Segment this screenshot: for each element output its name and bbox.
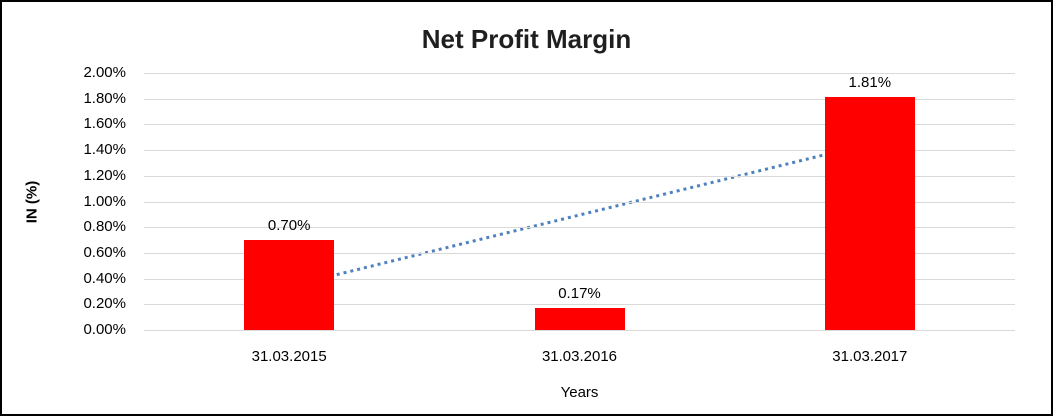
y-tick-label: 0.20% — [83, 295, 126, 313]
y-tick-label: 2.00% — [83, 64, 126, 81]
gridline — [144, 304, 1015, 306]
x-category-label: 31.03.2015 — [251, 348, 327, 365]
y-tick-label: 0.40% — [83, 269, 126, 287]
bar-31.03.2015 — [244, 240, 335, 330]
x-axis-title: Years — [560, 384, 599, 401]
gridline — [144, 150, 1015, 152]
y-tick-label: 0.80% — [83, 218, 126, 236]
x-category-label: 31.03.2017 — [832, 348, 908, 365]
gridline — [144, 175, 1015, 177]
y-tick-label: 1.80% — [83, 89, 126, 107]
gridline — [144, 227, 1015, 229]
gridline — [144, 124, 1015, 126]
y-tick-label: 0.60% — [83, 243, 126, 261]
trendline — [288, 142, 871, 288]
gridline — [144, 278, 1015, 280]
data-label: 1.81% — [848, 74, 892, 92]
gridline — [144, 330, 1015, 331]
gridline — [144, 252, 1015, 254]
y-tick-label: 1.20% — [83, 166, 126, 184]
bar-31.03.2017 — [824, 97, 915, 330]
chart-title: Net Profit Margin — [421, 24, 632, 54]
x-category-label: 31.03.2016 — [541, 348, 618, 365]
data-label: 0.70% — [267, 217, 311, 235]
bar-31.03.2016 — [534, 308, 625, 330]
y-tick-label: 1.00% — [83, 192, 126, 210]
y-tick-label: 1.40% — [83, 141, 126, 159]
y-tick-label: 1.60% — [83, 115, 126, 133]
data-label: 0.17% — [558, 285, 601, 303]
gridline — [144, 73, 1015, 74]
gridline — [144, 201, 1015, 203]
plot-area — [144, 73, 1015, 331]
trendline-layer — [288, 142, 871, 288]
y-tick-label: 0.00% — [83, 321, 126, 338]
gridline — [144, 98, 1015, 100]
